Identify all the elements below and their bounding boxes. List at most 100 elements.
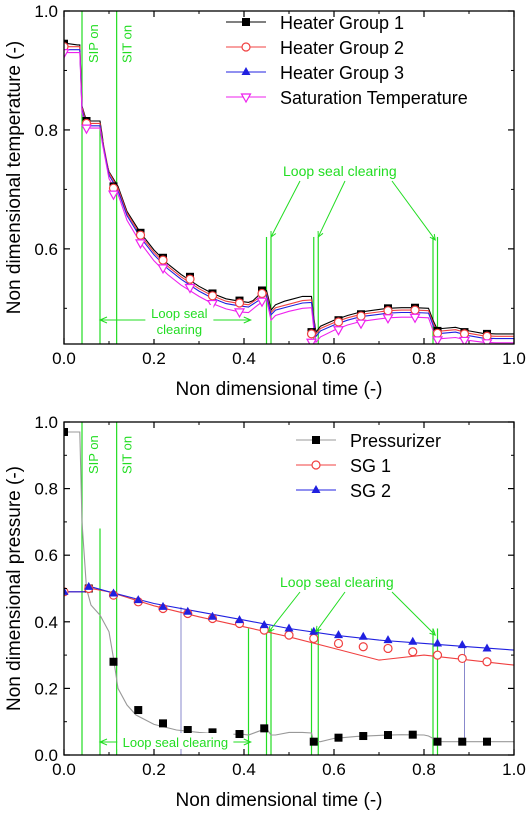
loop-seal-arrow — [315, 591, 346, 633]
series-2-marker — [358, 642, 368, 652]
sit-annotation: SIT on — [120, 25, 135, 63]
series-4-marker — [206, 299, 219, 310]
x-tick-label: 0.4 — [232, 760, 256, 779]
y-tick-label: 0.0 — [34, 746, 58, 765]
y-axis-label: Non dimensional pressure (-) — [4, 466, 25, 711]
legend-swatch-marker — [241, 67, 251, 75]
series-1-marker — [309, 737, 318, 746]
loop-seal-bottom-label: clearing — [157, 322, 203, 337]
series-2-marker — [432, 328, 443, 338]
legend-swatch-marker — [241, 42, 251, 52]
x-tick-label: 0.2 — [142, 349, 166, 368]
legend-label: Heater Group 1 — [280, 13, 404, 33]
series-1-marker — [235, 730, 244, 739]
series-2-marker — [64, 42, 69, 52]
x-tick-label: 1.0 — [502, 760, 526, 779]
series-3-marker — [433, 638, 442, 647]
series-2-marker — [284, 630, 294, 640]
sit-annotation: SIT on — [120, 436, 135, 474]
plot-area — [64, 11, 514, 344]
series-4-marker — [157, 264, 169, 275]
loop-seal-bracket-arrowhead-left — [98, 316, 108, 324]
x-tick-label: 0.8 — [412, 760, 436, 779]
x-axis-label: Non dimensional time (-) — [176, 790, 383, 811]
y-tick-label: 0.6 — [34, 546, 58, 565]
series-2-marker — [257, 288, 267, 299]
x-tick-label: 0.2 — [142, 760, 166, 779]
legend-label: Pressurizer — [350, 431, 441, 451]
series-3-marker — [109, 588, 118, 597]
loop-seal-bottom-label: Loop seal clearing — [123, 735, 229, 750]
loop-seal-arrowhead — [429, 629, 437, 636]
loop-seal-arrowhead — [315, 625, 322, 633]
chart-panel-1: 0.0 0.2 0.4 0.6 0.8 1.0 0.6 0.8 1.0 Non dimension… — [4, 2, 526, 400]
loop-seal-arrowhead — [268, 625, 275, 633]
series-line-2 — [64, 46, 514, 337]
series-1-marker — [109, 657, 118, 666]
series-2-marker — [482, 657, 492, 667]
series-2-marker — [432, 650, 443, 660]
loop-seal-top-label: Loop seal clearing — [283, 163, 397, 179]
loop-seal-arrow — [391, 591, 436, 636]
legend-swatch-marker — [311, 485, 321, 493]
series-4-marker — [458, 336, 471, 344]
series-2-marker — [383, 306, 393, 316]
series-2-marker — [333, 317, 344, 327]
series-3-marker — [235, 615, 244, 624]
series-3-marker — [358, 631, 368, 640]
series-4-marker — [332, 326, 345, 336]
series-1-marker — [134, 706, 143, 715]
series-3-marker — [133, 595, 143, 604]
series-4-marker — [256, 297, 268, 308]
series-2-marker — [333, 638, 344, 649]
series-2-marker — [408, 647, 418, 657]
y-tick-label: 0.4 — [34, 613, 58, 632]
legend-swatch-marker — [240, 93, 252, 104]
series-1-marker — [458, 737, 467, 746]
series-4-marker — [80, 124, 93, 135]
loop-seal-bracket-arrowhead-right — [243, 316, 253, 324]
x-tick-label: 0.8 — [412, 349, 436, 368]
y-axis-label: Non dimensional temperature (-) — [4, 41, 25, 315]
legend-swatch-marker — [312, 436, 320, 444]
series-2-marker — [207, 291, 218, 301]
series-1-marker — [433, 737, 442, 746]
series-4-marker — [305, 338, 318, 344]
x-axis-label: Non dimensional time (-) — [176, 379, 383, 400]
x-tick-label: 0.0 — [52, 349, 76, 368]
legend-swatch-marker — [242, 18, 250, 26]
y-tick-label: 0.6 — [34, 240, 58, 259]
series-2-marker — [356, 311, 366, 321]
series-4-marker — [355, 319, 367, 330]
series-1-marker — [384, 731, 392, 740]
series-4-marker — [409, 313, 421, 324]
legend-label: Saturation Temperature — [280, 88, 468, 108]
series-2-marker — [185, 274, 195, 284]
y-tick-label: 0.2 — [34, 679, 58, 698]
series-2-marker — [383, 643, 393, 654]
series-3-marker — [383, 635, 393, 644]
series-2-marker — [135, 230, 146, 240]
series-1-marker — [64, 427, 68, 436]
series-line-3 — [64, 586, 514, 651]
series-1-marker — [334, 733, 343, 742]
legend-swatch-marker — [311, 460, 321, 470]
series-3-marker — [183, 606, 193, 615]
series-1-marker — [408, 730, 417, 739]
loop-seal-arrowhead — [317, 230, 324, 238]
series-3-marker — [334, 630, 343, 639]
loop-seal-arrow — [317, 180, 346, 238]
loop-seal-arrowhead — [429, 233, 436, 241]
loop-seal-label-bg — [145, 305, 214, 339]
legend-label: Heater Group 2 — [280, 38, 404, 58]
series-4-marker — [233, 308, 246, 319]
series-2-marker — [482, 331, 492, 341]
x-tick-label: 1.0 — [502, 349, 526, 368]
y-tick-label: 0.8 — [34, 121, 58, 140]
series-2-marker — [234, 298, 245, 308]
series-2-marker — [459, 329, 470, 339]
series-3-marker — [408, 636, 418, 645]
series-2-marker — [158, 255, 168, 265]
legend-label: SG 1 — [350, 456, 391, 476]
loop-seal-bracket-arrowhead-left — [98, 738, 108, 746]
